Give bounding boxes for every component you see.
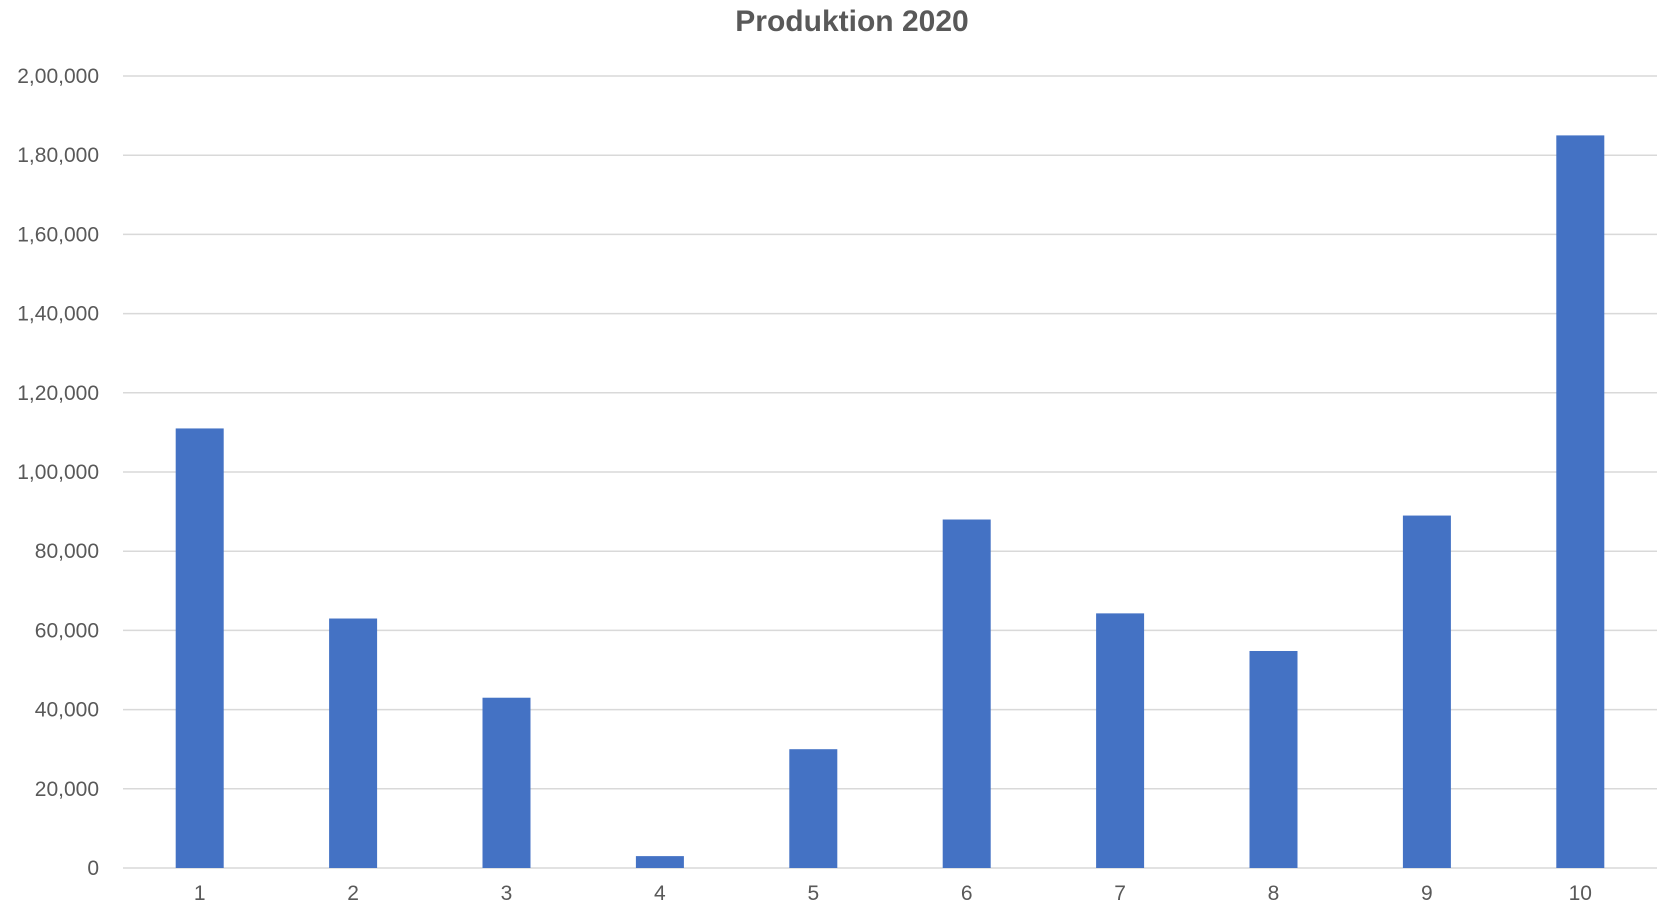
- y-tick-label: 60,000: [35, 619, 99, 642]
- y-axis-tick-labels: 0 20,000 40,000 60,000 80,000 1,00,000 1,20,00…: [17, 65, 99, 880]
- bar-5: [789, 749, 838, 868]
- y-tick-label: 2,00,000: [17, 65, 99, 88]
- y-tick-label: 80,000: [35, 540, 99, 563]
- gridlines: [123, 75, 1657, 869]
- x-tick-label: 1: [194, 882, 206, 905]
- chart-title: Produktion 2020: [735, 5, 968, 38]
- bar-8: [1249, 650, 1298, 868]
- y-tick-label: 40,000: [35, 699, 99, 722]
- x-axis-tick-labels: 1 2 3 4 5 6 7 8 9 10: [194, 882, 1592, 905]
- x-tick-label: 8: [1268, 882, 1280, 905]
- x-tick-label: 9: [1421, 882, 1433, 905]
- bars: [175, 135, 1605, 868]
- x-tick-label: 7: [1114, 882, 1126, 905]
- bar-1: [175, 428, 224, 868]
- y-tick-label: 0: [87, 857, 99, 880]
- x-tick-label: 10: [1569, 882, 1592, 905]
- bar-6: [942, 519, 991, 868]
- y-tick-label: 1,40,000: [17, 303, 99, 326]
- bar-2: [329, 618, 378, 868]
- bar-3: [482, 697, 531, 868]
- y-tick-label: 20,000: [35, 778, 99, 801]
- bar-9: [1402, 515, 1451, 868]
- bar-4: [635, 856, 684, 868]
- x-tick-label: 5: [807, 882, 819, 905]
- x-tick-label: 3: [501, 882, 513, 905]
- x-tick-label: 2: [347, 882, 359, 905]
- x-tick-label: 4: [654, 882, 666, 905]
- bar-7: [1096, 613, 1145, 868]
- y-tick-label: 1,60,000: [17, 223, 99, 246]
- y-tick-label: 1,20,000: [17, 382, 99, 405]
- bar-10: [1556, 135, 1605, 868]
- y-tick-label: 1,80,000: [17, 144, 99, 167]
- x-tick-label: 6: [961, 882, 973, 905]
- y-tick-label: 1,00,000: [17, 461, 99, 484]
